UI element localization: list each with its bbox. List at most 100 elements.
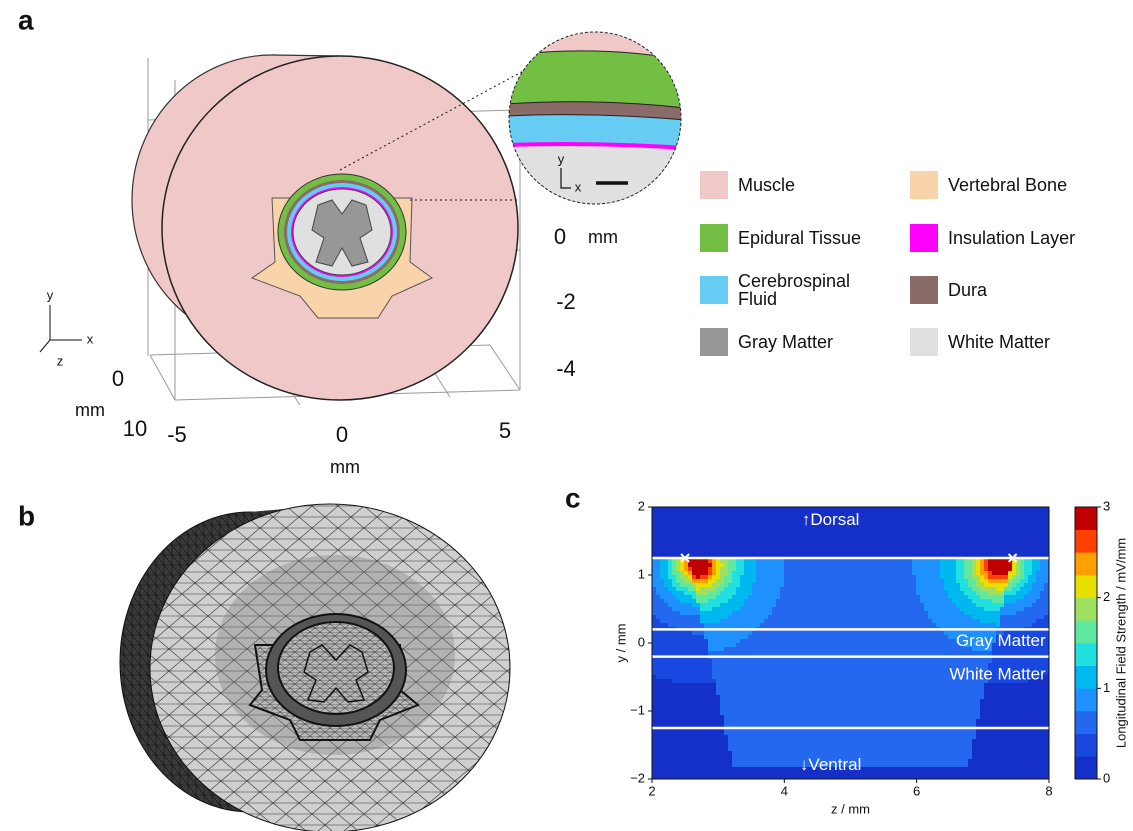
contour-band [1040, 595, 1049, 599]
contour-band [652, 679, 672, 683]
colorbar-label: Longitudinal Field Strength / mV/mm [1113, 538, 1128, 748]
contour-band [1028, 591, 1040, 595]
contour-band [716, 683, 984, 687]
contour-band [652, 663, 712, 667]
contour-band [956, 579, 968, 583]
contour-band [696, 595, 716, 599]
contour-band [956, 567, 964, 571]
contour-band [780, 595, 920, 599]
contour-band [980, 707, 1049, 711]
contour-band [680, 611, 700, 615]
contour-band [916, 579, 944, 583]
contour-band [784, 571, 912, 575]
contour-band [1016, 571, 1020, 575]
contour-band [744, 599, 776, 603]
contour-band [712, 567, 716, 571]
contour-band [964, 591, 976, 595]
contour-band [676, 587, 688, 591]
contour-band [652, 559, 660, 563]
inset [505, 28, 685, 210]
contour-band [960, 587, 972, 591]
contour-band [940, 571, 956, 575]
legend-swatch [700, 171, 728, 199]
contour-band [740, 583, 752, 587]
contour-band [756, 579, 784, 583]
contour-band [912, 559, 940, 563]
contour-band [712, 663, 988, 667]
contour-band [1016, 567, 1020, 571]
contour-band [972, 739, 1049, 743]
contour-band [964, 567, 972, 571]
contour-band [1024, 571, 1032, 575]
contour-band [972, 743, 1049, 747]
colorbar-band [1075, 507, 1097, 530]
x-tick-label: 2 [648, 783, 655, 798]
contour-band [668, 563, 672, 567]
contour-band [948, 591, 964, 595]
contour-band [988, 575, 1008, 579]
contour-band [716, 563, 724, 567]
contour-band [968, 595, 980, 599]
contour-band [664, 583, 672, 587]
contour-band [708, 599, 728, 603]
contour-band [656, 591, 672, 595]
contour-band [652, 699, 720, 703]
contour-band [980, 579, 988, 583]
contour-band [1020, 587, 1032, 591]
contour-band [716, 571, 720, 575]
contour-band [984, 607, 1000, 611]
contour-band [740, 607, 772, 611]
triad-z: z [57, 353, 64, 368]
contour-band [988, 591, 1004, 595]
contour-band [956, 603, 976, 607]
contour-band [672, 679, 716, 683]
contour-band [664, 599, 680, 603]
contour-band [696, 583, 712, 587]
contour-band [940, 575, 956, 579]
contour-band [652, 703, 720, 707]
contour-band [972, 751, 1049, 755]
contour-band [972, 587, 980, 591]
contour-band [1004, 599, 1016, 603]
contour-band [928, 611, 964, 615]
contour-band [1036, 599, 1049, 603]
contour-band [968, 759, 1049, 763]
contour-band [708, 559, 712, 563]
contour-band [668, 571, 672, 575]
contour-band [976, 591, 988, 595]
legend-swatch [910, 276, 938, 304]
contour-band [732, 595, 748, 599]
contour-band [652, 619, 660, 623]
contour-band [652, 763, 732, 767]
contour-band [688, 571, 692, 575]
contour-band [756, 563, 784, 567]
contour-band [716, 595, 732, 599]
legend-swatch [910, 224, 938, 252]
contour-band [652, 575, 660, 579]
contour-band [728, 599, 744, 603]
contour-band [692, 571, 708, 575]
contour-band [772, 611, 928, 615]
contour-band [980, 711, 1049, 715]
contour-band [784, 579, 916, 583]
colorbar-band [1075, 575, 1097, 598]
contour-band [704, 623, 760, 627]
contour-band [652, 711, 720, 715]
contour-band [968, 579, 976, 583]
contour-band [980, 619, 1000, 623]
contour-band [652, 759, 732, 763]
contour-band [784, 575, 916, 579]
contour-band [736, 563, 744, 567]
x-tick-label: 8 [1045, 783, 1052, 798]
colorbar-tick-label: 1 [1103, 680, 1110, 695]
contour-band [724, 647, 972, 651]
contour-band [916, 587, 944, 591]
contour-band [652, 531, 1049, 535]
contour-band [652, 687, 716, 691]
contour-band [744, 603, 776, 607]
contour-band [964, 611, 1000, 615]
contour-band [980, 571, 988, 575]
contour-band [1024, 567, 1032, 571]
contour-band [716, 587, 724, 591]
contour-band [1028, 575, 1036, 579]
